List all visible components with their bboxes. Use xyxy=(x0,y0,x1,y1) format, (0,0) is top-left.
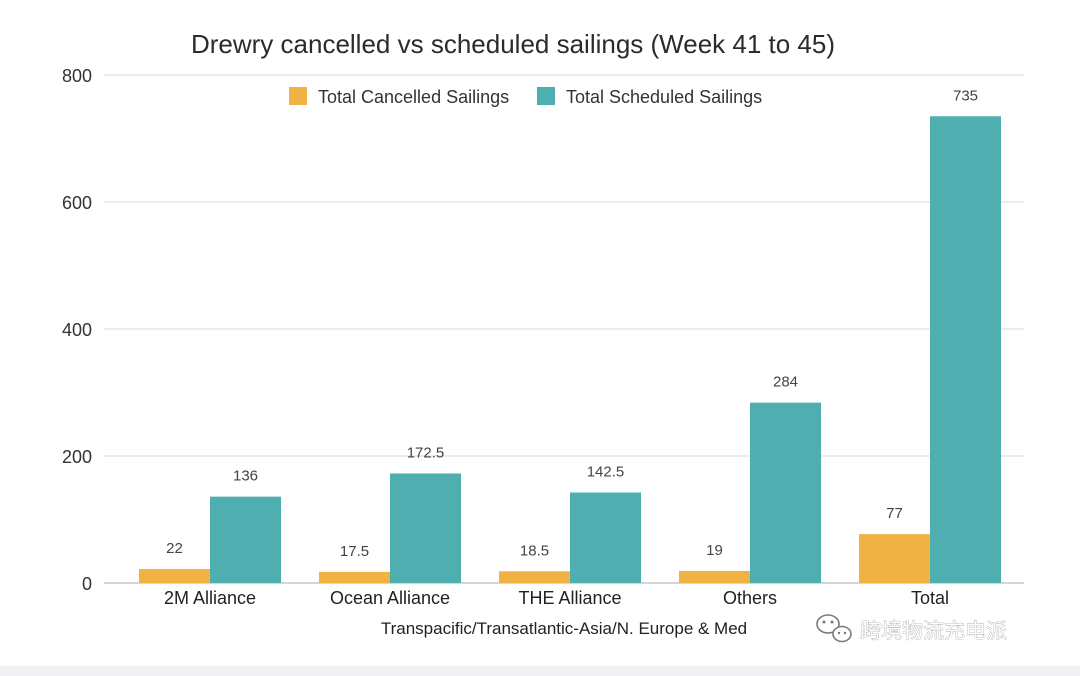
bar-scheduled xyxy=(570,492,641,583)
watermark: 跨境物流充电派 xyxy=(816,614,1007,643)
x-category-label: Total xyxy=(911,588,949,608)
y-tick-label: 200 xyxy=(62,447,92,467)
bar-scheduled xyxy=(930,116,1001,584)
bar-scheduled xyxy=(750,402,821,583)
data-label-scheduled: 142.5 xyxy=(587,464,625,481)
x-category-label: Others xyxy=(723,588,777,608)
legend-swatch-scheduled xyxy=(537,87,555,105)
x-category-label: 2M Alliance xyxy=(164,588,256,608)
bar-scheduled xyxy=(390,473,461,583)
data-label-scheduled: 735 xyxy=(953,87,978,104)
x-category-label: Ocean Alliance xyxy=(330,588,450,608)
bar-scheduled xyxy=(210,496,281,583)
x-category-label: THE Alliance xyxy=(518,588,621,608)
bar-cancelled xyxy=(859,534,930,583)
bar-cancelled xyxy=(679,570,750,583)
data-label-cancelled: 17.5 xyxy=(340,543,369,560)
y-tick-label: 800 xyxy=(62,66,92,86)
wechat-icon xyxy=(816,614,852,643)
data-label-cancelled: 18.5 xyxy=(520,542,549,559)
legend-label-cancelled: Total Cancelled Sailings xyxy=(318,87,509,107)
x-axis-title: Transpacific/Transatlantic-Asia/N. Europ… xyxy=(381,619,747,638)
watermark-text: 跨境物流充电派 xyxy=(860,619,1007,643)
y-tick-label: 600 xyxy=(62,193,92,213)
bar-cancelled xyxy=(319,571,390,583)
bars xyxy=(139,116,1001,584)
legend-swatch-cancelled xyxy=(289,87,307,105)
y-tick-label: 400 xyxy=(62,320,92,340)
legend-label-scheduled: Total Scheduled Sailings xyxy=(566,87,762,107)
data-label-scheduled: 284 xyxy=(773,374,798,391)
y-tick-label: 0 xyxy=(82,574,92,594)
y-axis-ticks: 0 200 400 600 800 xyxy=(62,66,92,594)
legend: Total Cancelled Sailings Total Scheduled… xyxy=(289,87,762,107)
data-label-scheduled: 172.5 xyxy=(407,444,445,461)
x-axis-categories: 2M Alliance Ocean Alliance THE Alliance Oth… xyxy=(164,588,949,608)
data-label-cancelled: 22 xyxy=(166,540,183,557)
bar-cancelled xyxy=(139,569,210,583)
data-label-cancelled: 77 xyxy=(886,505,903,522)
bar-cancelled xyxy=(499,571,570,583)
data-label-cancelled: 19 xyxy=(706,542,723,559)
chart-title: Drewry cancelled vs scheduled sailings (… xyxy=(191,29,835,59)
data-label-scheduled: 136 xyxy=(233,468,258,485)
data-labels: 22 136 17.5 172.5 18.5 142.5 19 284 77 735 xyxy=(166,87,978,560)
